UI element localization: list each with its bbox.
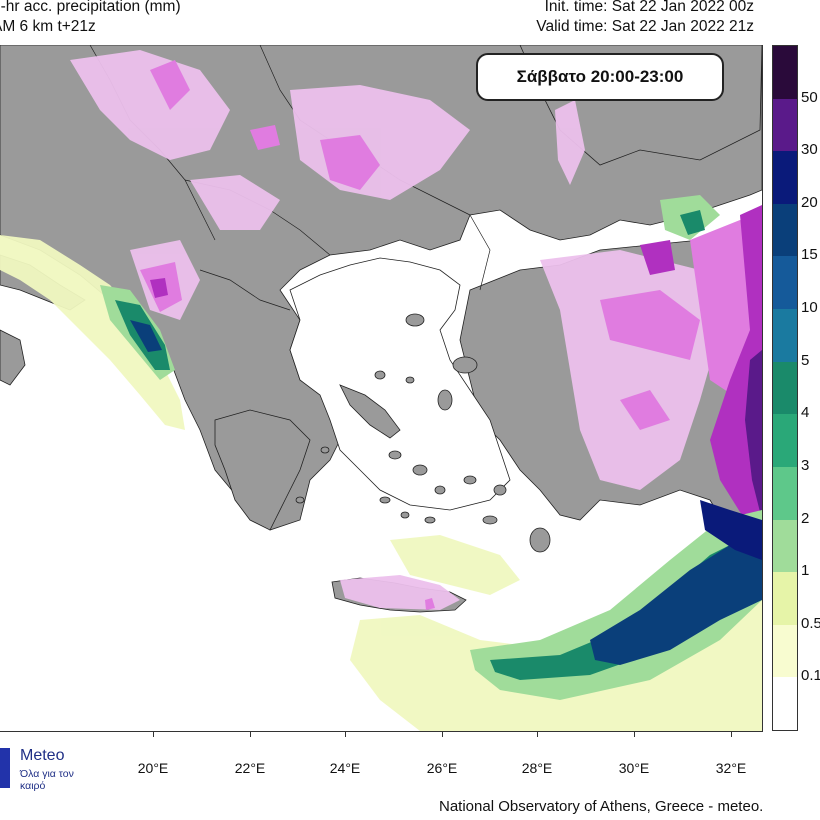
colorbar-segment bbox=[773, 414, 797, 468]
longitude-tick-mark bbox=[153, 731, 154, 737]
logo-subtitle: Όλα για τον καιρό bbox=[20, 768, 74, 792]
colorbar-segment bbox=[773, 98, 797, 152]
precip-trace bbox=[0, 235, 762, 731]
colorbar-label: 0.1 bbox=[801, 667, 820, 685]
precip-very-high bbox=[700, 500, 762, 560]
colorbar-segment bbox=[773, 203, 797, 257]
longitude-tick-mark bbox=[345, 731, 346, 737]
footer-credit: National Observatory of Athens, Greece -… bbox=[439, 798, 764, 815]
longitude-tick-label: 28°E bbox=[521, 760, 553, 776]
italy-south-land bbox=[0, 329, 26, 386]
colorbar-segment bbox=[773, 309, 797, 363]
colorbar-label: 20 bbox=[801, 193, 818, 211]
colorbar-segment bbox=[773, 361, 797, 415]
colorbar-segment bbox=[773, 256, 797, 310]
period-label: Σάββατο 20:00-23:00 bbox=[516, 67, 684, 86]
precip-moderate bbox=[140, 60, 762, 610]
longitude-tick-mark bbox=[442, 731, 443, 737]
colorbar-segment bbox=[773, 572, 797, 626]
precip-high bbox=[130, 320, 762, 665]
peloponnese-land bbox=[214, 409, 311, 531]
colorbar-segment bbox=[773, 624, 797, 678]
map-title: 3-hr acc. precipitation (mm) bbox=[0, 0, 181, 15]
colorbar-segment bbox=[773, 46, 797, 100]
aegean-islands bbox=[295, 313, 551, 553]
colorbar-label: 1 bbox=[801, 562, 810, 580]
precip-very-heavy bbox=[745, 350, 762, 520]
meteo-logo-icon bbox=[0, 748, 10, 788]
longitude-tick-label: 20°E bbox=[137, 760, 169, 776]
colorbar-label: 0.5 bbox=[801, 614, 820, 632]
precipitation-map bbox=[0, 45, 763, 732]
longitude-tick-mark bbox=[731, 731, 732, 737]
longitude-tick-label: 22°E bbox=[234, 760, 266, 776]
aegean-sea bbox=[289, 257, 511, 511]
precip-heavy bbox=[150, 205, 762, 540]
colorbar-segment bbox=[773, 677, 797, 731]
colorbar-label: 15 bbox=[801, 246, 818, 264]
colorbar-label: 5 bbox=[801, 351, 810, 369]
colorbar-segment bbox=[773, 151, 797, 205]
colorbar-label: 2 bbox=[801, 509, 810, 527]
colorbar-label: 3 bbox=[801, 456, 810, 474]
colorbar bbox=[772, 45, 798, 731]
colorbar-label: 30 bbox=[801, 141, 818, 159]
longitude-tick-label: 24°E bbox=[329, 760, 361, 776]
longitude-tick-label: 26°E bbox=[426, 760, 458, 776]
longitude-tick-label: 32°E bbox=[715, 760, 747, 776]
colorbar-label: 4 bbox=[801, 404, 810, 422]
logo-name: Meteo bbox=[20, 747, 65, 764]
init-time: Init. time: Sat 22 Jan 2022 00z bbox=[544, 0, 754, 15]
colorbar-segment bbox=[773, 466, 797, 521]
evia-land bbox=[339, 384, 401, 439]
longitude-tick-mark bbox=[537, 731, 538, 737]
longitude-tick-mark bbox=[250, 731, 251, 737]
longitude-tick-label: 30°E bbox=[618, 760, 650, 776]
colorbar-label: 10 bbox=[801, 299, 818, 317]
valid-time: Valid time: Sat 22 Jan 2022 21z bbox=[536, 18, 754, 35]
colorbar-label: 50 bbox=[801, 88, 818, 106]
period-label-box: Σάββατο 20:00-23:00 bbox=[476, 53, 724, 101]
model-label: AM 6 km t+21z bbox=[0, 18, 96, 35]
longitude-tick-mark bbox=[634, 731, 635, 737]
precip-light bbox=[70, 50, 720, 610]
colorbar-segment bbox=[773, 519, 797, 573]
